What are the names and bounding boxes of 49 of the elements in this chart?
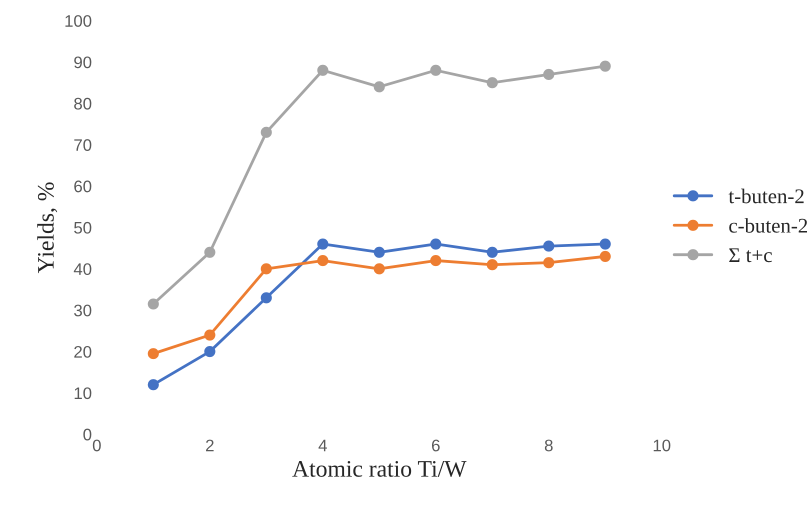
y-tick-label: 70 [74,139,92,151]
legend-label: c-buten-2 [729,218,807,233]
point [260,292,272,304]
y-tick-label: 0 [83,428,92,440]
point [148,379,159,390]
x-tick-label: 2 [206,440,214,452]
y-axis-title: Yields, % [37,182,58,274]
point [317,238,328,250]
point [317,64,328,76]
point [204,246,216,258]
point [430,64,442,76]
point [430,255,442,266]
point [543,68,554,80]
y-tick-label: 90 [74,56,92,68]
y-tick-label: 20 [74,346,92,358]
point [148,298,159,310]
point [430,238,442,250]
point [486,259,498,270]
x-tick-label: 6 [432,440,440,452]
point [374,246,385,258]
x-axis-title: Atomic ratio Ti/W [292,460,466,477]
x-tick-label: 8 [544,440,553,452]
x-tick-label: 10 [654,440,670,452]
point [600,250,611,262]
y-tick-label: 80 [74,98,92,110]
y-tick-label: 40 [74,263,92,276]
y-tick-label: 100 [65,15,92,27]
point [486,246,498,258]
point [260,126,272,138]
point [260,263,272,274]
point [374,81,385,92]
point [204,329,216,341]
legend-label: t-buten-2 [728,188,804,204]
y-tick-label: 30 [74,304,92,316]
y-tick-label: 60 [74,180,92,192]
point [204,346,216,358]
point [600,60,611,72]
y-tick-label: 50 [74,222,92,234]
point [374,263,385,274]
x-tick-label: 4 [318,440,327,452]
point [486,77,498,88]
point [317,255,328,266]
legend-label: Σ t+c [729,248,772,262]
y-tick-label: 10 [74,387,92,400]
point [148,348,159,360]
point [543,257,554,268]
point [600,238,611,250]
point [543,240,554,252]
x-tick-label: 0 [92,440,101,452]
